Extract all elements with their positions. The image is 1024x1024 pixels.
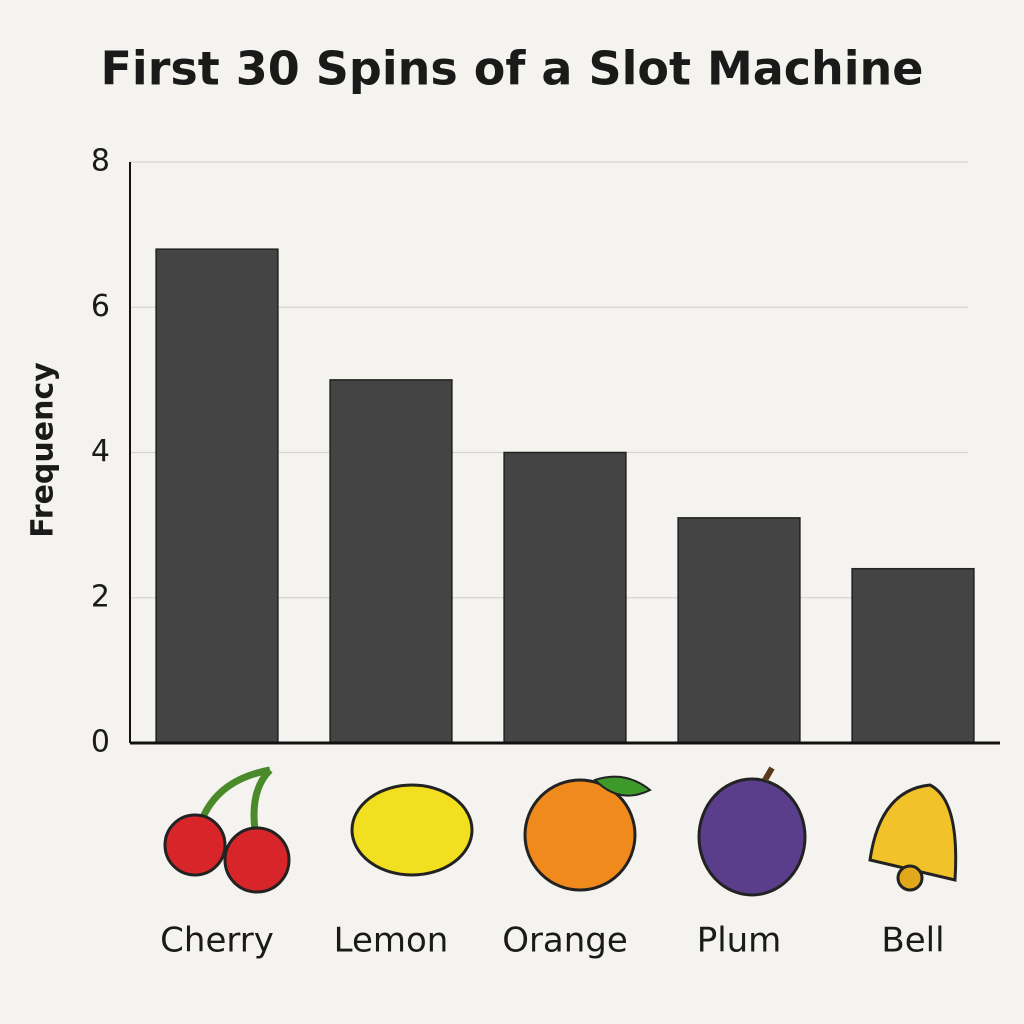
y-tick-label: 6	[91, 289, 110, 324]
x-tick-label: Lemon	[334, 921, 449, 961]
x-tick-label: Orange	[502, 921, 628, 961]
bar	[677, 517, 801, 744]
y-axis-label: Frequency	[26, 362, 61, 538]
plum-icon	[697, 766, 807, 897]
bar	[503, 451, 627, 744]
x-tick-label: Plum	[697, 921, 782, 961]
x-tick-label: Bell	[881, 921, 944, 961]
orange-icon	[523, 775, 652, 892]
bar	[851, 567, 975, 744]
bell-icon	[868, 783, 958, 892]
chart-title: First 30 Spins of a Slot Machine	[101, 42, 924, 96]
bar	[329, 379, 453, 744]
y-tick-label: 0	[91, 725, 110, 760]
bar	[155, 248, 279, 744]
y-tick-label: 2	[91, 579, 110, 614]
y-tick-label: 8	[91, 144, 110, 179]
cherry-icon	[163, 766, 291, 894]
icons	[163, 766, 958, 897]
lemon-icon	[350, 783, 474, 877]
y-tick-label: 4	[91, 434, 110, 469]
x-tick-label: Cherry	[160, 921, 274, 961]
